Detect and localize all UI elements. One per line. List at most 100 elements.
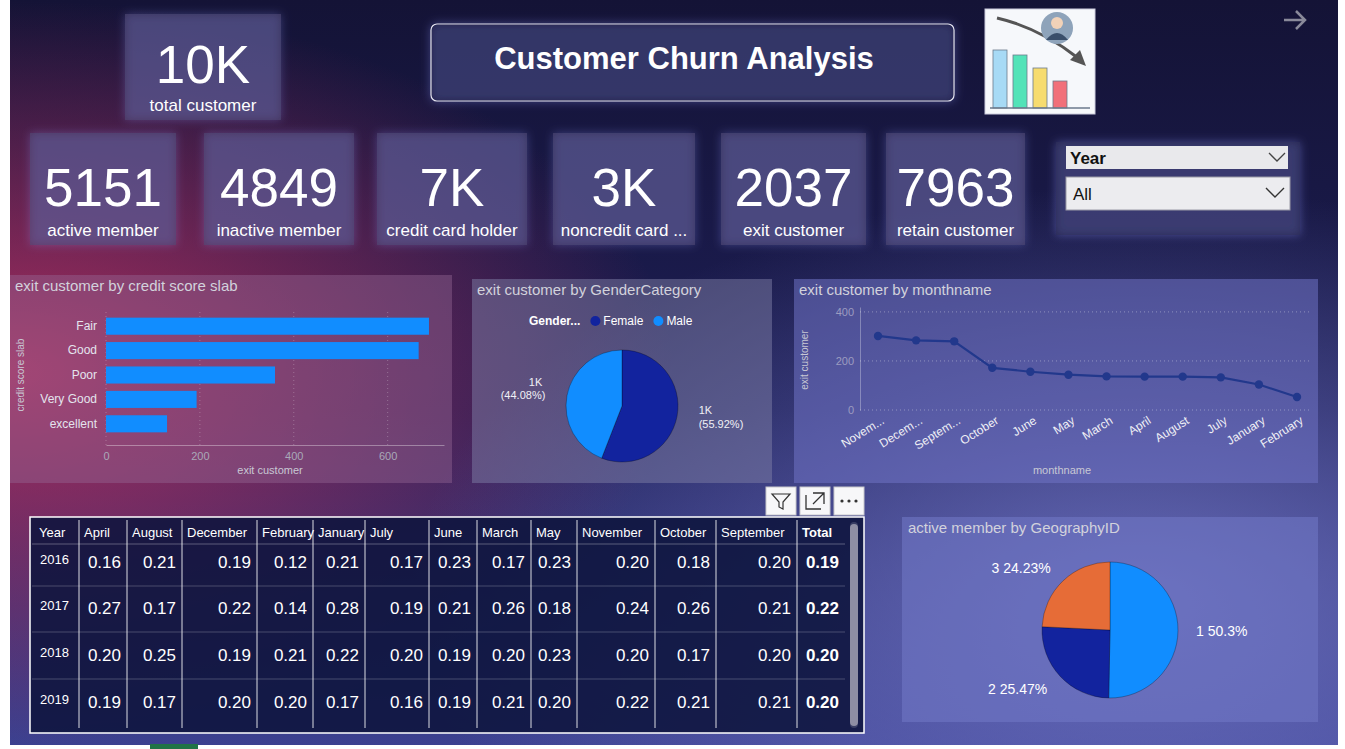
slicer-background <box>1056 142 1300 235</box>
column-header: October <box>660 525 707 540</box>
table-cell: 0.14 <box>274 599 307 618</box>
data-label-category: 1 <box>1196 623 1204 639</box>
visual-header-button[interactable] <box>766 487 796 515</box>
axis-title: monthname <box>1033 464 1091 476</box>
table-cell: 0.21 <box>492 693 525 712</box>
kpi-card-background <box>721 133 866 245</box>
table-cell: 0.20 <box>274 693 307 712</box>
data-label-category: 3 <box>991 560 999 576</box>
focus-icon[interactable] <box>806 493 824 509</box>
slicer-title: Year <box>1070 149 1106 168</box>
x-axis-line <box>107 445 445 446</box>
kpi-label: inactive member <box>217 221 342 240</box>
scrollbar-track[interactable] <box>850 522 858 728</box>
kpi-card: 3Knoncredit card ... <box>553 133 695 245</box>
pie-slice <box>1042 562 1110 630</box>
table-cell: 0.19 <box>88 693 121 712</box>
pie-slices <box>1042 562 1178 698</box>
column-divider <box>79 520 80 728</box>
bar <box>106 391 197 408</box>
line-series <box>878 336 1297 397</box>
kpi-label: noncredit card ... <box>561 221 688 240</box>
table-background <box>30 517 864 733</box>
slicer-dropdown[interactable] <box>1066 177 1290 210</box>
table-cell: 0.21 <box>438 599 471 618</box>
chart-title: exit customer by monthname <box>799 281 992 298</box>
table-cell: 0.25 <box>143 646 176 665</box>
data-label: 225.47% <box>988 681 1047 697</box>
column-divider <box>531 520 532 728</box>
data-label-line: 1K <box>699 404 716 416</box>
data-label-category: 2 <box>988 681 996 697</box>
kpi-value: 7K <box>420 158 485 217</box>
logo-bar <box>993 50 1007 108</box>
table-cell: 0.19 <box>390 599 423 618</box>
slicer-header-chevron <box>1269 153 1285 161</box>
column-divider <box>477 520 478 728</box>
chart-title: exit customer by GenderCategory <box>477 281 702 298</box>
table-cell: 0.21 <box>677 693 710 712</box>
y-axis-line <box>860 308 861 411</box>
line-marker <box>988 364 996 372</box>
kpi-card-background <box>553 133 695 245</box>
data-label-line: 1K <box>529 376 546 388</box>
x-tick: August <box>1152 412 1192 445</box>
slicer-dropdown-chevron[interactable] <box>1266 188 1284 197</box>
logo-avatar <box>1041 12 1073 44</box>
dashboard-title: Customer Churn Analysis <box>494 41 874 76</box>
line-marker <box>1064 370 1072 378</box>
kpi-label: exit customer <box>743 221 844 240</box>
kpi-card-background <box>886 133 1025 245</box>
line-marker <box>1026 368 1034 376</box>
bar <box>106 318 429 335</box>
table-cell: 0.19 <box>438 646 471 665</box>
x-tick-label: 600 <box>379 450 397 462</box>
y-tick-label: Poor <box>72 368 97 382</box>
row-divider <box>32 632 845 633</box>
x-tick-label: 200 <box>191 450 209 462</box>
page-tab <box>150 744 198 749</box>
legend-marker <box>590 316 600 326</box>
slicer-header <box>1066 146 1288 169</box>
kpi-label: credit card holder <box>386 221 518 240</box>
filter-icon[interactable] <box>772 494 790 509</box>
table-cell: 0.19 <box>806 553 839 572</box>
table-cell: 0.17 <box>390 553 423 572</box>
column-divider <box>313 520 314 728</box>
table-cell: 0.23 <box>538 553 571 572</box>
row-header: 2019 <box>40 692 69 707</box>
dashboard-glow-blue <box>10 0 1338 745</box>
y-tick: 200 <box>836 355 860 367</box>
more-icon-dot[interactable] <box>847 499 850 502</box>
row-header: 2017 <box>40 598 69 613</box>
bars <box>106 318 429 433</box>
bar-chart: exit customer by credit score slab020040… <box>15 277 445 476</box>
kpi-label: active member <box>47 221 159 240</box>
visual-header-button[interactable] <box>834 487 864 515</box>
table-cell: 0.20 <box>88 646 121 665</box>
kpi-card: 4849inactive member <box>204 133 354 245</box>
table-cell: 0.19 <box>218 553 251 572</box>
x-axis-line <box>879 412 1298 413</box>
visual-header-button[interactable] <box>800 487 830 515</box>
x-tick: 0 <box>103 445 109 462</box>
column-divider <box>365 520 366 728</box>
column-header: March <box>482 525 518 540</box>
table-cell: 0.20 <box>538 693 571 712</box>
table-cell: 0.26 <box>677 599 710 618</box>
scrollbar-thumb[interactable] <box>850 524 858 726</box>
axis-title: exit customer <box>237 464 303 476</box>
table-cell: 0.20 <box>492 646 525 665</box>
table-cell: 0.21 <box>274 646 307 665</box>
more-icon-dot[interactable] <box>840 499 843 502</box>
y-tick: 0 <box>848 404 860 416</box>
line-marker <box>1140 372 1148 380</box>
data-label-line: (44.08%) <box>501 389 546 401</box>
table-cell: 0.16 <box>88 553 121 572</box>
y-tick: excellent <box>50 417 106 431</box>
more-icon-dot[interactable] <box>854 499 857 502</box>
line-marker <box>912 336 920 344</box>
x-axis: 0200400600 <box>103 445 444 462</box>
y-tick: 400 <box>836 306 860 318</box>
kpi-card-background <box>30 133 176 245</box>
